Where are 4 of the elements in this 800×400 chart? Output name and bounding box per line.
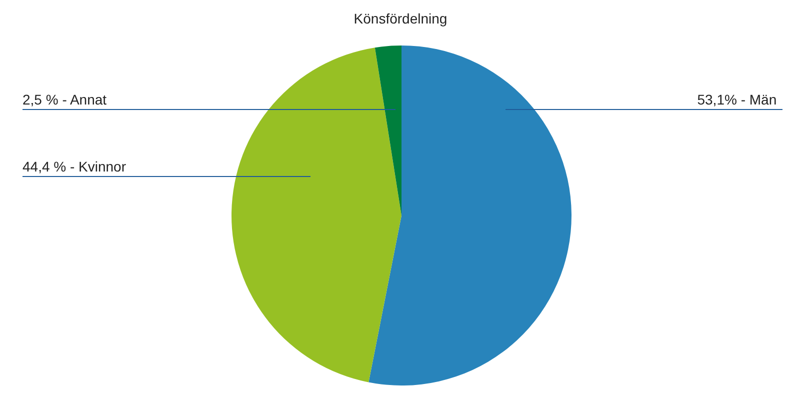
slice-label: 44,4 % - Kvinnor — [22, 158, 126, 174]
slice-label: 53,1% - Män — [697, 92, 777, 108]
slice-label: 2,5 % - Annat — [22, 92, 107, 108]
chart-title: Könsfördelning — [354, 10, 448, 26]
